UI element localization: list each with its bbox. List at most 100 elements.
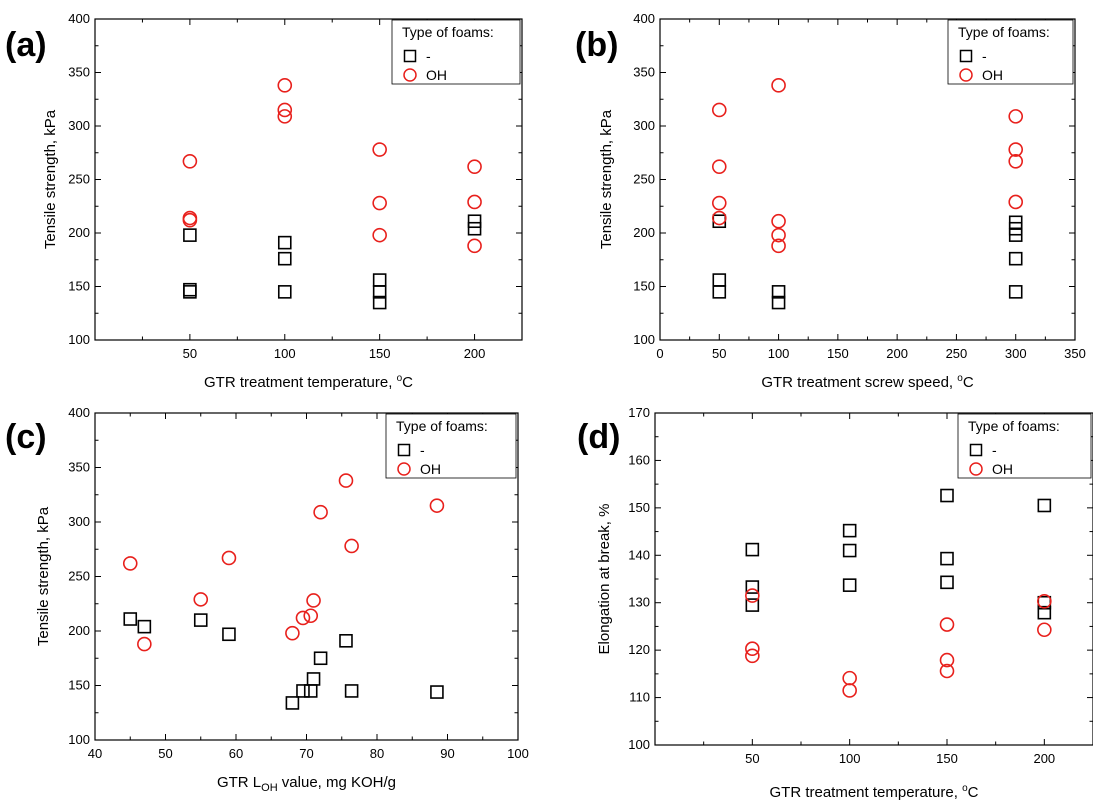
- series-oh: [745, 588, 1052, 698]
- legend: Type of foams: - OH: [957, 413, 1092, 479]
- data-point-square: [306, 672, 321, 686]
- data-point-circle: [1037, 622, 1052, 638]
- chart-panel-d: (d) 100 110 120 130 140 150 160 170 50 100 150 200 El…: [577, 405, 1093, 801]
- x-tick-label: 40: [88, 746, 102, 761]
- y-tick-label: 300: [68, 118, 90, 133]
- chart-panel-a: (a) 100 150 200 250 300 350 400 50 100 150 200 Tensi…: [5, 11, 523, 391]
- series-dash: [123, 612, 444, 710]
- y-tick-label: 100: [628, 737, 650, 752]
- data-point-square: [467, 221, 482, 236]
- x-tick-label: 50: [745, 751, 759, 766]
- data-point-circle: [313, 504, 328, 520]
- x-tick-label: 100: [507, 746, 529, 761]
- data-point-circle: [372, 227, 387, 243]
- series-dash: [712, 214, 1023, 310]
- y-axis-title: Elongation at break, %: [596, 504, 613, 655]
- legend-entry-label: OH: [982, 67, 1003, 83]
- x-axis-title: GTR treatment temperature, oC: [770, 783, 979, 801]
- data-point-square: [771, 295, 786, 310]
- data-point-square: [137, 619, 152, 634]
- panel-label: (c): [5, 418, 47, 456]
- data-point-square: [1037, 498, 1052, 513]
- data-point-square: [712, 214, 727, 229]
- data-point-circle: [771, 78, 786, 93]
- x-tick-label: 90: [440, 746, 454, 761]
- data-point-circle: [306, 593, 321, 608]
- data-point-square: [940, 551, 954, 566]
- chart-panel-c: (c) 100 150 200 250 300 350 400 40 50 60 70 80 90 100 T…: [5, 405, 529, 794]
- data-point-square: [303, 684, 318, 698]
- data-point-circle: [745, 588, 760, 603]
- x-tick-label: 0: [656, 346, 663, 361]
- data-point-square: [183, 285, 197, 299]
- y-tick-label: 100: [68, 332, 90, 347]
- x-tick-label: 50: [158, 746, 172, 761]
- chart-panel-b: (b) 100 150 200 250 300 350 400 0 50 100 150 200 250 3…: [575, 11, 1086, 391]
- y-tick-label: 110: [629, 690, 650, 705]
- legend-marker-circle: [403, 68, 417, 82]
- legend-entry-label: -: [420, 442, 425, 458]
- y-tick-label: 200: [68, 623, 90, 638]
- data-point-circle: [711, 159, 727, 174]
- data-point-square: [1008, 285, 1023, 299]
- panel-label: (b): [575, 26, 618, 64]
- legend-title: Type of foams:: [396, 418, 488, 434]
- series-dash: [183, 214, 482, 310]
- legend-box: [957, 413, 1092, 479]
- data-point-square: [712, 273, 727, 287]
- x-tick-label: 70: [299, 746, 313, 761]
- legend-entry-label: -: [982, 48, 987, 64]
- data-point-circle: [1037, 593, 1052, 609]
- data-point-square: [372, 273, 387, 287]
- x-tick-label: 100: [839, 751, 861, 766]
- x-tick-label: 50: [712, 346, 726, 361]
- data-point-square: [842, 543, 857, 558]
- x-axis-title: GTR treatment temperature, oC: [204, 373, 413, 391]
- legend-entry-label: OH: [992, 461, 1013, 477]
- legend-marker-square: [403, 49, 417, 63]
- legend-title: Type of foams:: [958, 24, 1050, 40]
- data-point-square: [277, 235, 292, 250]
- data-point-circle: [303, 608, 319, 624]
- data-point-square: [940, 488, 954, 503]
- data-point-circle: [277, 78, 293, 93]
- y-tick-label: 350: [633, 65, 655, 80]
- x-tick-label: 200: [886, 346, 908, 361]
- data-point-circle: [1008, 142, 1024, 157]
- data-point-square: [745, 542, 760, 557]
- data-point-circle: [372, 142, 387, 157]
- series-oh: [122, 473, 445, 652]
- y-tick-label: 150: [68, 279, 90, 294]
- data-point-circle: [467, 238, 482, 254]
- data-point-circle: [771, 238, 786, 254]
- y-tick-label: 400: [68, 405, 90, 420]
- x-tick-label: 100: [274, 346, 296, 361]
- data-point-circle: [344, 538, 359, 554]
- data-point-circle: [182, 212, 198, 228]
- legend-entry-label: OH: [426, 67, 447, 83]
- data-point-square: [940, 575, 954, 590]
- data-point-square: [296, 684, 310, 698]
- data-point-square: [745, 598, 760, 612]
- legend-box: [391, 19, 521, 85]
- panel-label: (a): [5, 26, 47, 64]
- x-tick-label: 300: [1005, 346, 1027, 361]
- y-tick-label: 160: [628, 452, 650, 467]
- data-point-circle: [277, 102, 293, 118]
- data-point-square: [344, 684, 359, 698]
- x-tick-label: 50: [183, 346, 197, 361]
- data-point-circle: [467, 159, 482, 174]
- legend: Type of foams: - OH: [391, 19, 521, 85]
- legend-marker-circle: [969, 462, 983, 476]
- y-tick-label: 400: [633, 11, 655, 26]
- data-point-circle: [295, 610, 311, 626]
- y-axis-title: Tensile strength, kPa: [35, 506, 52, 646]
- y-tick-label: 200: [633, 225, 655, 240]
- data-point-circle: [1008, 109, 1024, 124]
- data-point-circle: [1008, 154, 1024, 169]
- legend-marker-square: [397, 443, 411, 457]
- legend-box: [947, 19, 1074, 85]
- data-point-circle: [939, 617, 955, 632]
- data-point-square: [193, 613, 208, 627]
- data-point-circle: [182, 154, 198, 169]
